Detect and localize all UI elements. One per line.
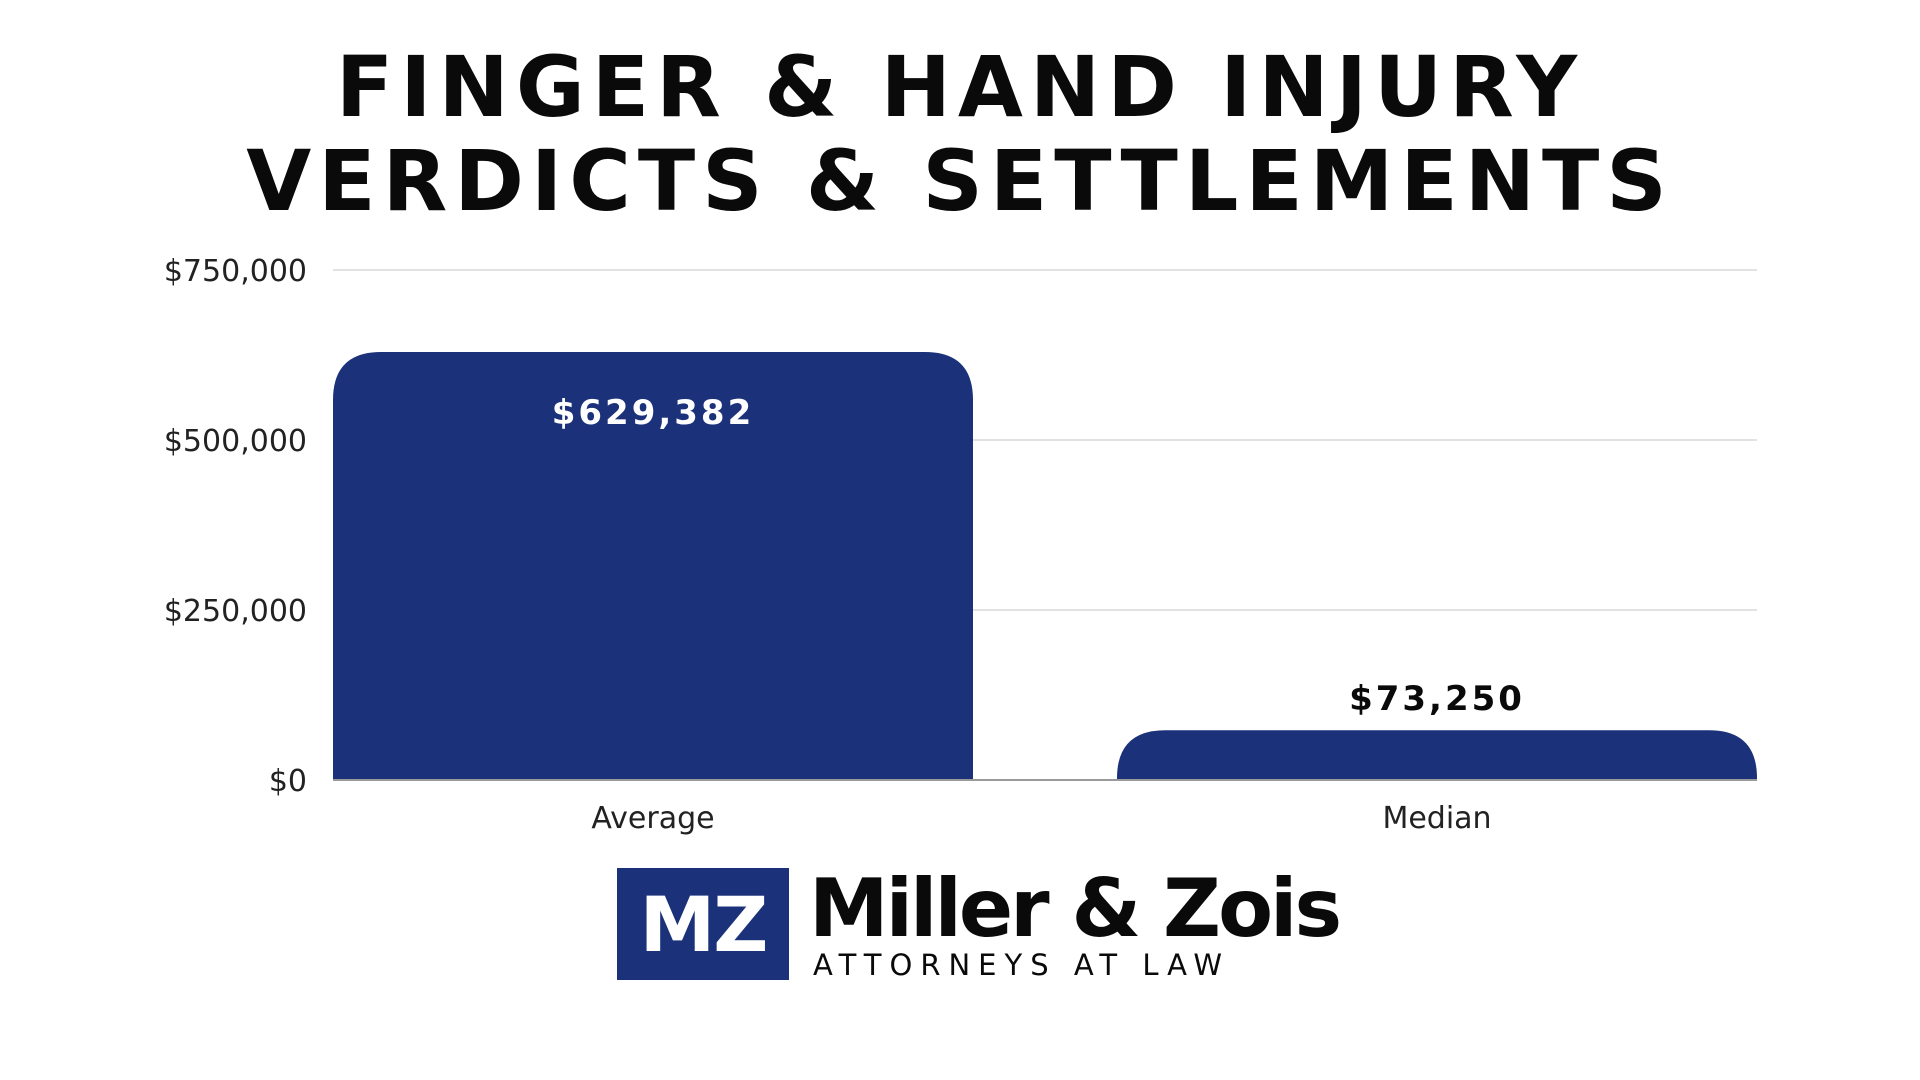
logo-mark-text: MZ	[639, 879, 769, 969]
y-tick-label: $0	[269, 764, 307, 799]
x-tick-label: Median	[1382, 801, 1491, 836]
x-tick-label: Average	[591, 801, 714, 836]
bars	[333, 352, 1757, 780]
chart-title: FINGER & HAND INJURY VERDICTS & SETTLEME…	[0, 40, 1920, 228]
y-tick-label: $250,000	[164, 594, 307, 629]
y-tick-label: $750,000	[164, 254, 307, 289]
chart-title-line-1: FINGER & HAND INJURY	[335, 38, 1585, 136]
bar-median	[1117, 730, 1757, 780]
y-axis-ticks: $0 $250,000 $500,000 $750,000	[164, 254, 307, 799]
y-tick-label: $500,000	[164, 424, 307, 459]
logo-mark: MZ	[617, 868, 789, 980]
data-labels: $629,382 $73,250	[552, 393, 1525, 719]
logo-firm-name: Miller & Zois	[809, 862, 1342, 955]
value-label: $73,250	[1349, 679, 1525, 719]
bar-average	[333, 352, 973, 780]
chart-title-line-2: VERDICTS & SETTLEMENTS	[246, 132, 1674, 230]
x-axis-labels: Average Median	[591, 801, 1491, 836]
value-label: $629,382	[552, 393, 755, 433]
logo-tagline: ATTORNEYS AT LAW	[813, 948, 1231, 982]
